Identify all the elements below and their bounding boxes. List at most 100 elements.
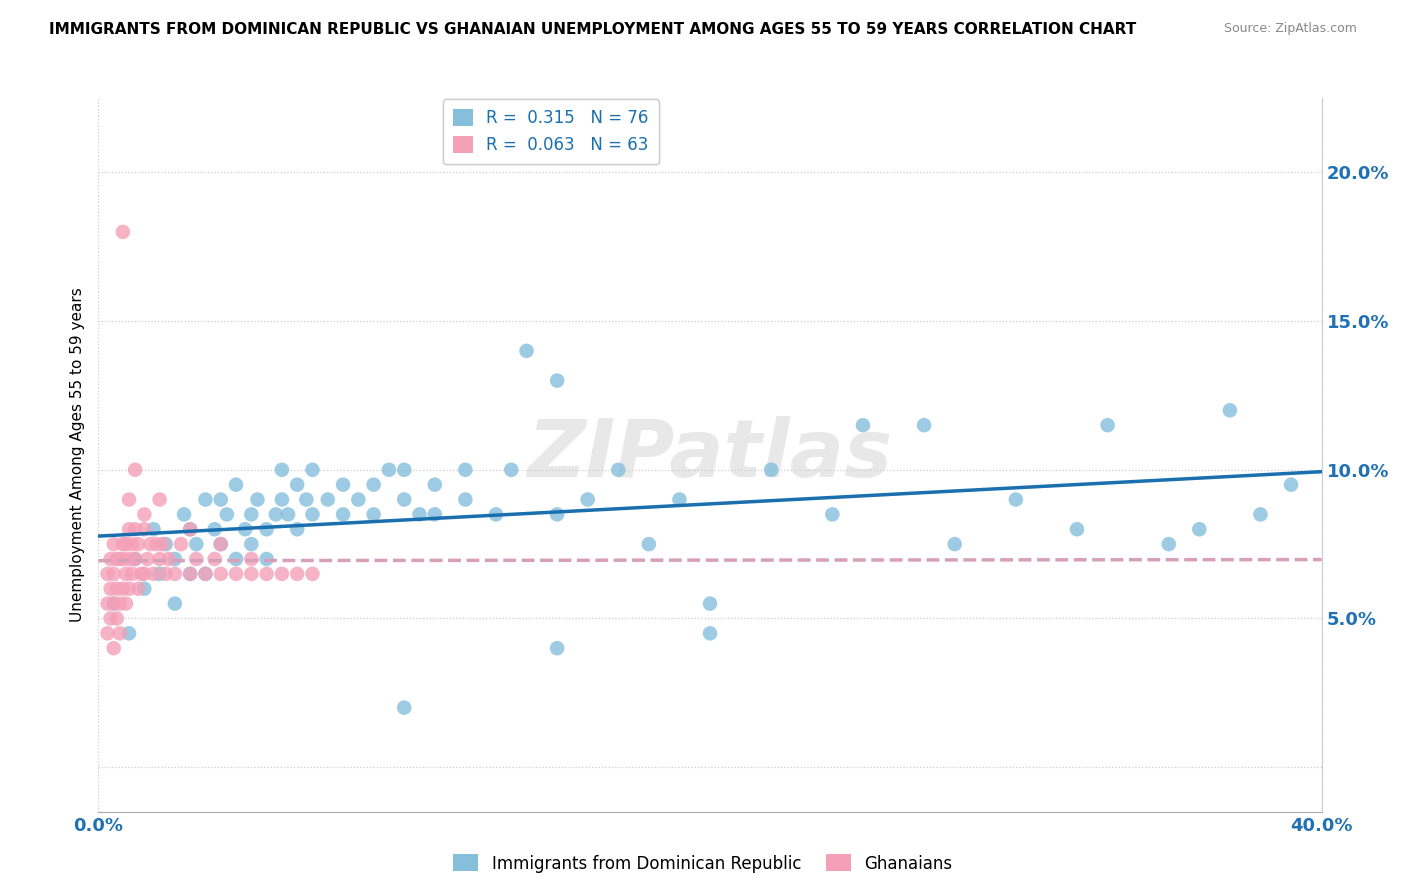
Point bbox=[225, 566, 247, 581]
Text: IMMIGRANTS FROM DOMINICAN REPUBLIC VS GHANAIAN UNEMPLOYMENT AMONG AGES 55 TO 59 : IMMIGRANTS FROM DOMINICAN REPUBLIC VS GH… bbox=[49, 22, 1136, 37]
Point bbox=[485, 508, 508, 522]
Legend: Immigrants from Dominican Republic, Ghanaians: Immigrants from Dominican Republic, Ghan… bbox=[447, 847, 959, 880]
Point bbox=[912, 418, 935, 433]
Point bbox=[246, 492, 269, 507]
Point bbox=[209, 566, 232, 581]
Point bbox=[454, 492, 477, 507]
Point bbox=[264, 508, 287, 522]
Point bbox=[699, 597, 721, 611]
Point bbox=[392, 700, 416, 714]
Point bbox=[173, 508, 195, 522]
Point bbox=[516, 343, 538, 358]
Point bbox=[179, 566, 201, 581]
Point bbox=[546, 641, 568, 656]
Point bbox=[821, 508, 844, 522]
Point bbox=[139, 537, 162, 551]
Point bbox=[270, 566, 292, 581]
Point bbox=[363, 477, 385, 491]
Point bbox=[108, 552, 131, 566]
Point bbox=[270, 463, 292, 477]
Point bbox=[316, 492, 339, 507]
Point bbox=[155, 537, 177, 551]
Point bbox=[155, 566, 177, 581]
Point bbox=[103, 597, 125, 611]
Point bbox=[121, 537, 143, 551]
Point bbox=[378, 463, 401, 477]
Point bbox=[103, 597, 125, 611]
Point bbox=[209, 537, 232, 551]
Point bbox=[118, 582, 141, 596]
Point bbox=[215, 508, 238, 522]
Point bbox=[209, 492, 232, 507]
Point bbox=[108, 626, 131, 640]
Point bbox=[759, 463, 782, 477]
Point bbox=[100, 611, 122, 625]
Point bbox=[121, 566, 143, 581]
Point bbox=[108, 597, 131, 611]
Point bbox=[392, 492, 416, 507]
Point bbox=[277, 508, 299, 522]
Point bbox=[408, 508, 430, 522]
Text: Source: ZipAtlas.com: Source: ZipAtlas.com bbox=[1223, 22, 1357, 36]
Point bbox=[637, 537, 661, 551]
Point bbox=[285, 477, 308, 491]
Point bbox=[163, 552, 186, 566]
Point bbox=[97, 597, 120, 611]
Point bbox=[423, 477, 446, 491]
Point bbox=[204, 552, 226, 566]
Point bbox=[194, 566, 217, 581]
Point bbox=[127, 582, 149, 596]
Point bbox=[699, 626, 721, 640]
Point bbox=[332, 477, 354, 491]
Point bbox=[103, 641, 125, 656]
Point bbox=[142, 566, 165, 581]
Point bbox=[170, 537, 193, 551]
Y-axis label: Unemployment Among Ages 55 to 59 years: Unemployment Among Ages 55 to 59 years bbox=[69, 287, 84, 623]
Point bbox=[1097, 418, 1119, 433]
Legend: R =  0.315   N = 76, R =  0.063   N = 63: R = 0.315 N = 76, R = 0.063 N = 63 bbox=[443, 99, 659, 164]
Point bbox=[111, 225, 134, 239]
Point bbox=[392, 463, 416, 477]
Point bbox=[179, 566, 201, 581]
Point bbox=[115, 597, 138, 611]
Point bbox=[240, 508, 263, 522]
Point bbox=[270, 492, 292, 507]
Point bbox=[134, 508, 156, 522]
Point bbox=[576, 492, 599, 507]
Point bbox=[852, 418, 875, 433]
Point bbox=[454, 463, 477, 477]
Point bbox=[145, 537, 167, 551]
Point bbox=[186, 537, 208, 551]
Point bbox=[134, 566, 156, 581]
Point bbox=[157, 552, 180, 566]
Point bbox=[225, 552, 247, 566]
Point bbox=[111, 552, 134, 566]
Point bbox=[118, 552, 141, 566]
Point bbox=[163, 597, 186, 611]
Point bbox=[118, 626, 141, 640]
Point bbox=[204, 522, 226, 536]
Point bbox=[124, 463, 146, 477]
Point bbox=[115, 566, 138, 581]
Point bbox=[134, 522, 156, 536]
Point bbox=[111, 582, 134, 596]
Point bbox=[124, 552, 146, 566]
Point bbox=[347, 492, 370, 507]
Point bbox=[295, 492, 318, 507]
Point bbox=[103, 537, 125, 551]
Point bbox=[111, 537, 134, 551]
Point bbox=[501, 463, 523, 477]
Point bbox=[194, 566, 217, 581]
Point bbox=[423, 508, 446, 522]
Text: ZIPatlas: ZIPatlas bbox=[527, 416, 893, 494]
Point bbox=[285, 566, 308, 581]
Point bbox=[240, 566, 263, 581]
Point bbox=[256, 522, 278, 536]
Point bbox=[124, 522, 146, 536]
Point bbox=[152, 537, 174, 551]
Point bbox=[301, 566, 323, 581]
Point bbox=[1279, 477, 1302, 491]
Point bbox=[105, 582, 128, 596]
Point bbox=[240, 537, 263, 551]
Point bbox=[240, 552, 263, 566]
